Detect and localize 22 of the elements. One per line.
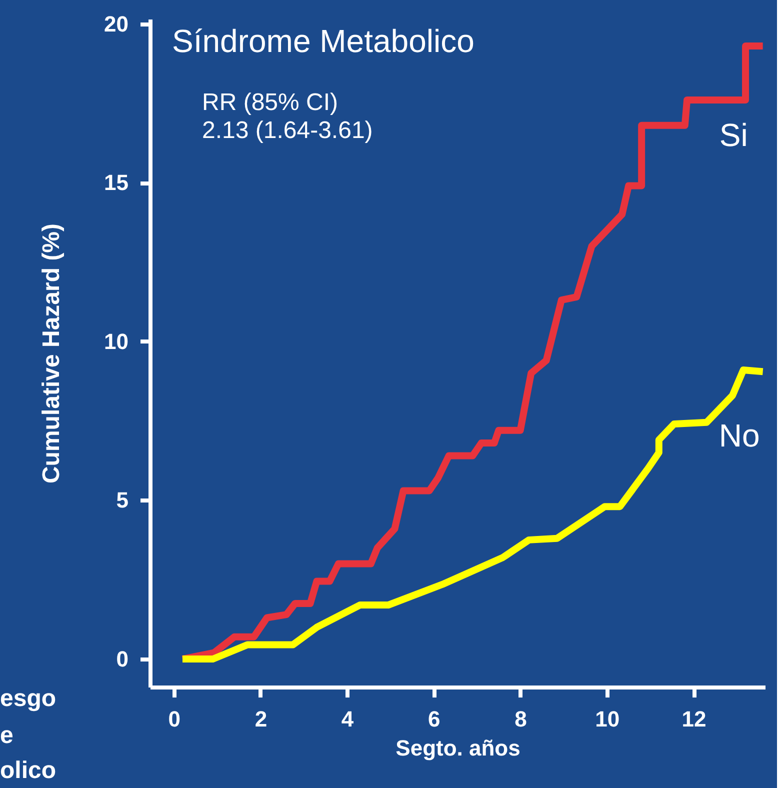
y-tick-label: 0 [116,646,128,672]
x-axis-title: Segto. años [396,736,520,760]
y-tick-label: 15 [104,170,128,196]
x-tick-label: 8 [514,706,527,732]
x-tick-label: 4 [341,706,354,732]
annotation: RR (85% CI) [202,89,338,116]
x-tick-label: 12 [682,706,706,732]
y-tick-label: 20 [104,11,128,36]
x-tick-label: 6 [428,706,440,732]
y-axis-title: Cumulative Hazard (%) [38,223,66,484]
x-tick-label: 10 [595,706,620,732]
text: esgo [0,685,56,712]
text: e [0,722,14,749]
y-tick-label: 10 [104,328,128,354]
text: olico [0,757,56,784]
series-label: Si [719,117,748,153]
annotation: 2.13 (1.64-3.61) [202,117,373,144]
chart-title: Síndrome Metabolico [172,23,474,59]
x-tick-label: 0 [168,706,180,732]
series-label: No [718,418,760,454]
x-tick-label: 2 [254,706,268,732]
y-tick-label: 5 [116,488,128,513]
